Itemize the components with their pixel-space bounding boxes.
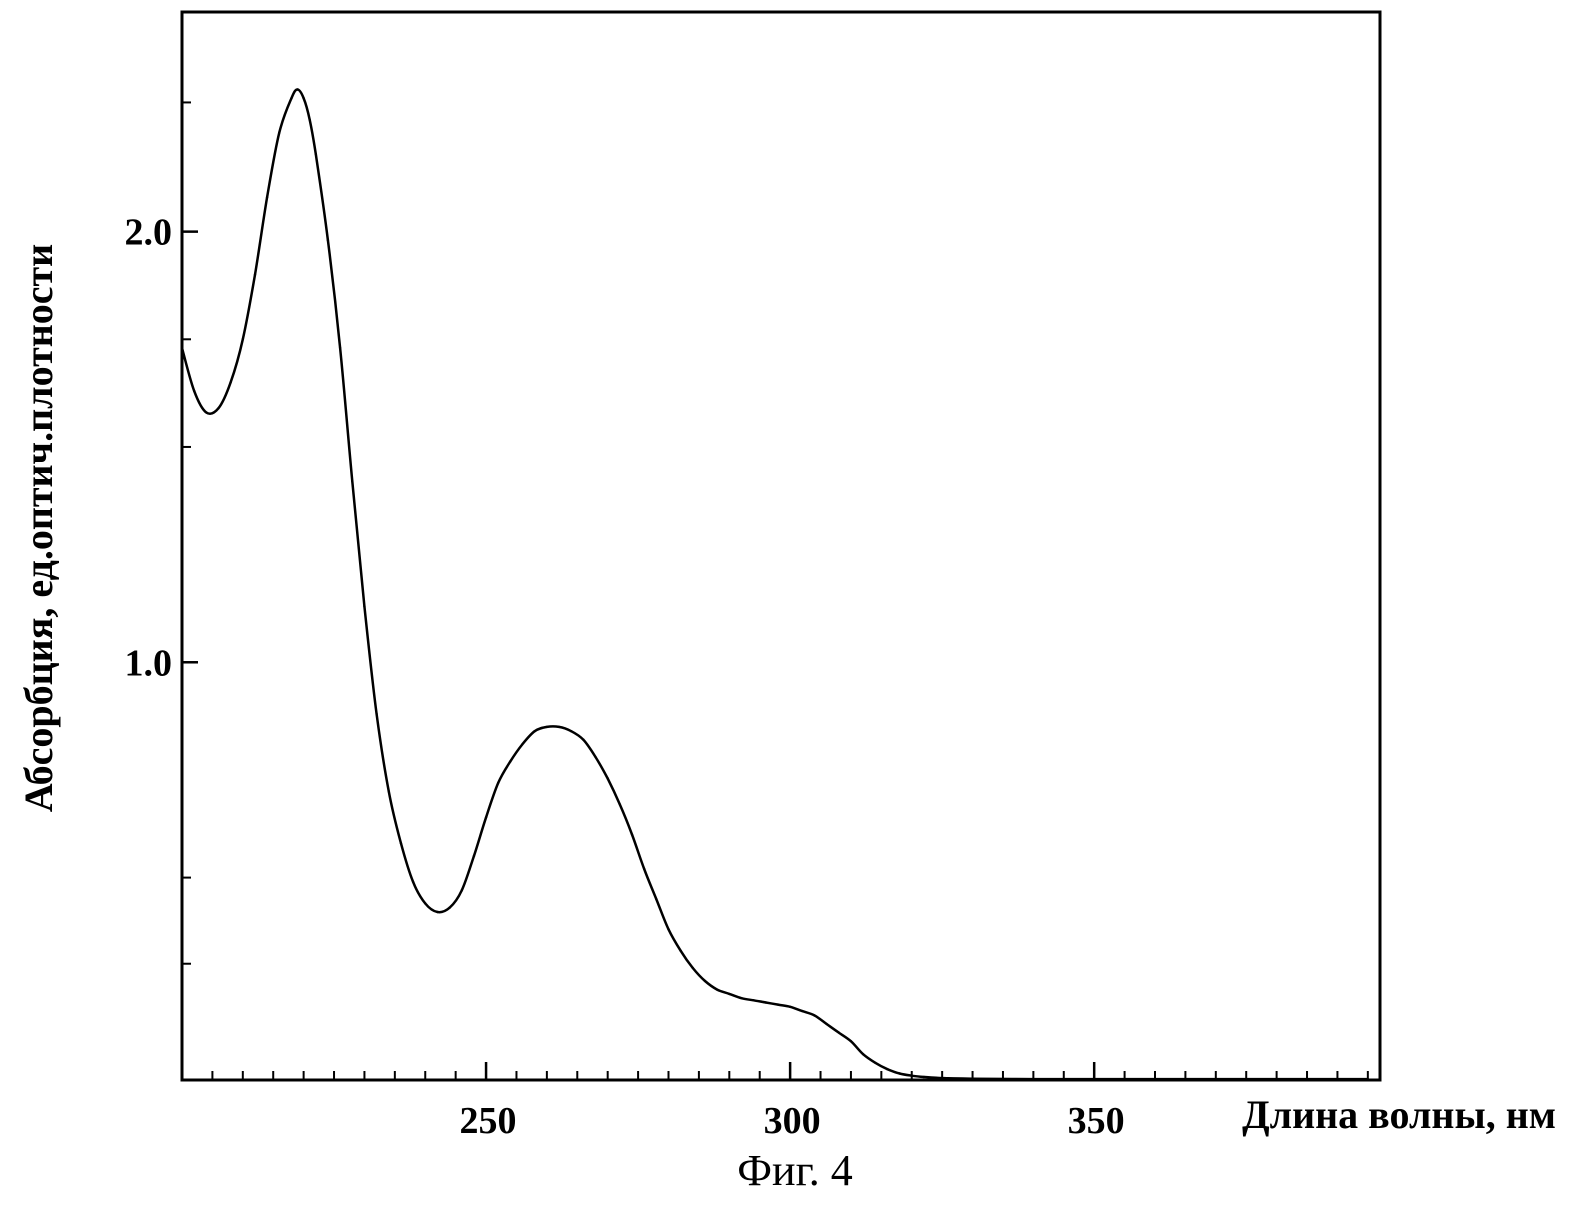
x-tick-label: 300: [764, 1100, 821, 1142]
curve-point: [473, 855, 475, 857]
curve-point: [923, 1076, 925, 1078]
curve-point: [400, 842, 402, 844]
curve-point: [971, 1078, 973, 1080]
curve-point: [643, 868, 645, 870]
curve-point: [716, 988, 718, 990]
curve-point: [461, 889, 463, 891]
curve-point: [777, 1003, 779, 1005]
curve-point: [740, 997, 742, 999]
curve-point: [680, 950, 682, 952]
curve-point: [728, 993, 730, 995]
curve-point: [558, 726, 560, 728]
y-tick-label: 2.0: [125, 212, 173, 254]
curve-point: [315, 153, 317, 155]
x-axis-label: Длина волны, нм: [1242, 1092, 1556, 1137]
curve-point: [388, 790, 390, 792]
curve-point: [898, 1072, 900, 1074]
curve-point: [692, 967, 694, 969]
curve-point: [752, 999, 754, 1001]
curve-point: [205, 411, 207, 413]
figure-caption: Фиг. 4: [737, 1146, 852, 1195]
curve-point: [327, 239, 329, 241]
curve-point: [801, 1010, 803, 1012]
curve-point: [765, 1001, 767, 1003]
curve-point: [375, 713, 377, 715]
curve-point: [655, 898, 657, 900]
curve-point: [424, 902, 426, 904]
curve-point: [534, 730, 536, 732]
curve-point: [485, 816, 487, 818]
curve-point: [242, 338, 244, 340]
curve-point: [351, 480, 353, 482]
curve-point: [570, 730, 572, 732]
curve-point: [497, 782, 499, 784]
curve-point: [935, 1077, 937, 1079]
curve-point: [607, 777, 609, 779]
curve-point: [296, 88, 298, 90]
curve-point: [874, 1062, 876, 1064]
curve-point: [339, 347, 341, 349]
curve-point: [1215, 1078, 1217, 1080]
y-axis-tick-labels: 1.0 2.0: [125, 212, 173, 685]
curve-point: [594, 756, 596, 758]
y-axis-ticks: [182, 102, 198, 963]
curve-point: [1154, 1078, 1156, 1080]
curve-point: [1275, 1078, 1277, 1080]
curve-point: [448, 907, 450, 909]
curve-point: [813, 1014, 815, 1016]
y-tick-label: 1.0: [125, 642, 173, 684]
curve-point: [1032, 1078, 1034, 1080]
curve-point: [789, 1006, 791, 1008]
curve-point: [509, 760, 511, 762]
curve-point: [1367, 1078, 1369, 1080]
curve-point: [947, 1077, 949, 1079]
curve-point: [266, 196, 268, 198]
curve-point: [838, 1031, 840, 1033]
curve-point: [229, 381, 231, 383]
curve-point: [886, 1068, 888, 1070]
y-axis-label: Абсорбция, ед.оптич.плотности: [16, 244, 61, 812]
curve-point: [1336, 1078, 1338, 1080]
curve-point: [309, 119, 311, 121]
curve-point: [619, 803, 621, 805]
curve-point: [862, 1053, 864, 1055]
curve-point: [521, 743, 523, 745]
curve-point: [667, 928, 669, 930]
curve-point: [302, 97, 304, 99]
curve-point: [217, 407, 219, 409]
curve-point: [193, 390, 195, 392]
absorption-curve: [182, 90, 1368, 1080]
curve-point: [546, 726, 548, 728]
curve-point: [911, 1075, 913, 1077]
curve-point: [412, 881, 414, 883]
curve-point: [254, 274, 256, 276]
x-tick-label: 250: [460, 1100, 517, 1142]
curve-point: [704, 980, 706, 982]
curve-point: [278, 131, 280, 133]
series-layer: [181, 88, 1369, 1080]
curve-point: [825, 1023, 827, 1025]
curve-point: [363, 605, 365, 607]
curve-point: [436, 911, 438, 913]
x-tick-label: 350: [1068, 1100, 1125, 1142]
curve-point: [1093, 1078, 1095, 1080]
curve-point: [631, 833, 633, 835]
curve-point: [181, 347, 183, 349]
curve-point: [582, 739, 584, 741]
plot-frame: [182, 12, 1380, 1080]
curve-point: [290, 97, 292, 99]
x-axis-tick-labels: 250 300 350: [460, 1100, 1125, 1142]
x-axis-ticks: [212, 1062, 1367, 1080]
curve-point: [850, 1040, 852, 1042]
